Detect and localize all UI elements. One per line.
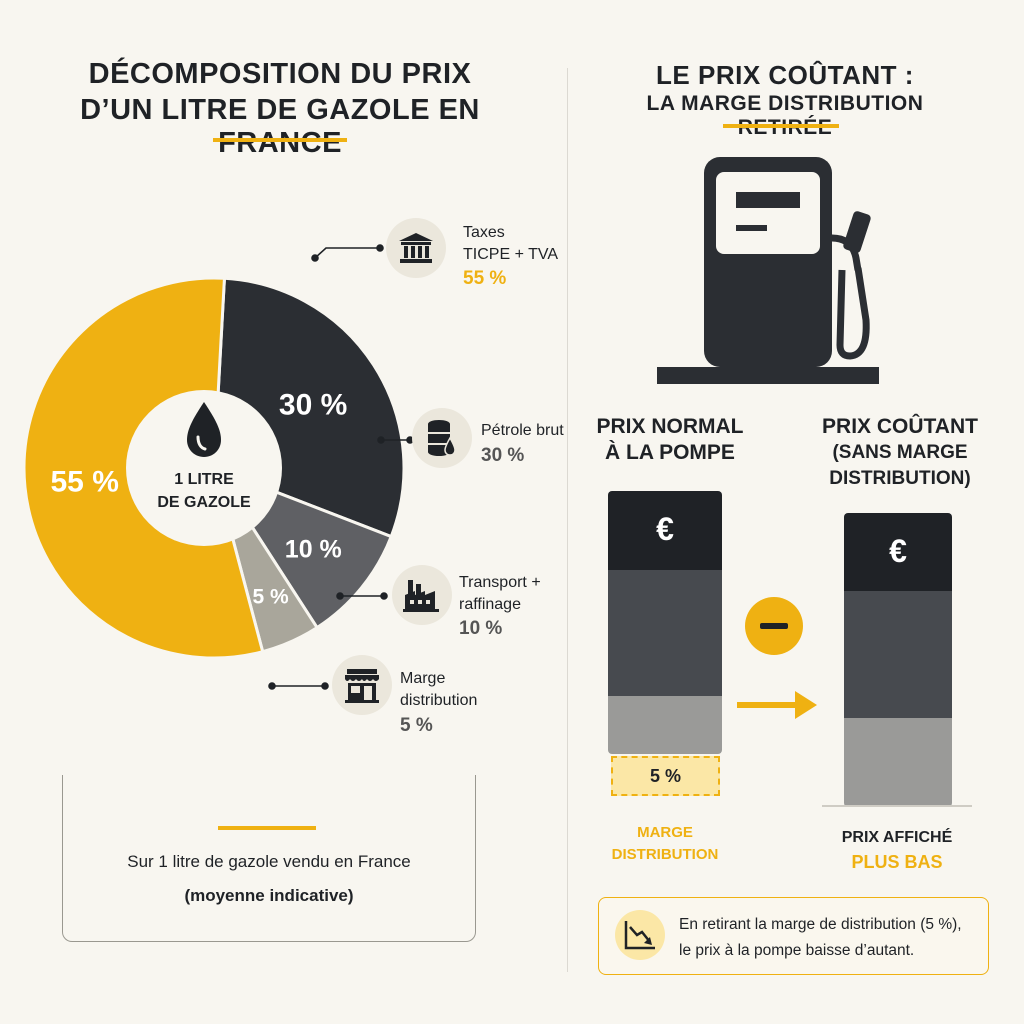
- panel-divider: [567, 68, 568, 972]
- legend-marge: Marge distribution 5 %: [400, 668, 477, 737]
- legend-transport-pct: 10 %: [459, 618, 503, 639]
- marge-caption-line1: MARGE: [637, 824, 693, 841]
- prix-caption-line1: PRIX AFFICHÉ: [841, 829, 953, 846]
- drop-icon: [187, 402, 221, 457]
- bar1-euro-symbol: €: [656, 511, 674, 547]
- marge-caption-line2: DISTRIBUTION: [611, 846, 719, 863]
- legend-marge-line1: Marge: [400, 670, 446, 687]
- legend-transport-line1: Transport +: [459, 574, 541, 591]
- left-title-line2: D’UN LITRE DE GAZOLE EN FRANCE: [80, 94, 480, 159]
- pie-center-label-line1: 1 LITRE: [174, 471, 234, 488]
- pie-label-taxes: 55 %: [51, 466, 119, 499]
- legend-marge-pct: 5 %: [400, 715, 433, 736]
- arrow-right-icon: [737, 691, 817, 719]
- bank-building-icon: [399, 233, 433, 263]
- pie-center-hole: [126, 390, 282, 546]
- legend-transport-line2: raffinage: [459, 596, 521, 613]
- trending-down-icon: [624, 921, 655, 950]
- bar2-seg-petrole: [844, 591, 952, 718]
- bar1-header: PRIX NORMAL À LA POMPE: [585, 414, 755, 466]
- legend-taxes: Taxes TICPE + TVA 55 %: [463, 222, 558, 290]
- info-line1: En retirant la marge de distribution (5 …: [679, 916, 962, 933]
- left-title-line1: DÉCOMPOSITION DU PRIX: [88, 58, 472, 90]
- note-box: Sur 1 litre de gazole vendu en France (m…: [62, 775, 476, 942]
- oil-barrel-icon: [428, 420, 456, 456]
- legend-taxes-pct: 55 %: [463, 268, 507, 289]
- note-accent-line: [218, 826, 316, 830]
- info-icon-circle: [615, 910, 665, 960]
- legend-icon-marge: [332, 655, 392, 715]
- storefront-icon: [345, 669, 379, 703]
- marge-caption: MARGE DISTRIBUTION: [590, 822, 740, 866]
- bar-prix-coutant: €: [844, 513, 952, 807]
- bar2-baseline: [822, 805, 972, 807]
- legend-icon-taxes: [386, 218, 446, 278]
- pie-label-transport: 10 %: [285, 536, 342, 564]
- legend-icon-petrole: [412, 408, 472, 468]
- bar2-header-line1: PRIX COÛTANT: [822, 415, 978, 438]
- bar1-header-line2: À LA POMPE: [605, 441, 735, 464]
- left-title-underline: [213, 138, 347, 142]
- bar-prix-normal: €: [608, 491, 722, 754]
- bar2-header-line2: (SANS MARGE: [832, 442, 968, 463]
- info-text: En retirant la marge de distribution (5 …: [679, 912, 962, 964]
- note-line1: Sur 1 litre de gazole vendu en France: [127, 852, 411, 871]
- bar1-seg-transport: [608, 696, 722, 754]
- bar1-seg-taxes: [608, 491, 722, 570]
- legend-petrole-line1: Pétrole brut: [481, 422, 564, 439]
- pie-label-petrole: 30 %: [279, 389, 347, 422]
- bar1-seg-marge: 5 %: [611, 756, 720, 796]
- legend-taxes-line2: TICPE + TVA: [463, 246, 558, 263]
- legend-taxes-line1: Taxes: [463, 224, 505, 241]
- pie-label-marge: 5 %: [253, 585, 290, 608]
- leader-lines: [268, 244, 414, 690]
- right-title-line1: LE PRIX COÛTANT :: [656, 60, 914, 90]
- bar2-header: PRIX COÛTANT (SANS MARGE DISTRIBUTION): [800, 414, 1000, 492]
- bar1-header-line1: PRIX NORMAL: [596, 415, 744, 438]
- fuel-pump-icon: [657, 157, 879, 384]
- info-line2: le prix à la pompe baisse d’autant.: [679, 942, 915, 959]
- bar2-seg-taxes: [844, 513, 952, 591]
- bar2-seg-transport: [844, 718, 952, 807]
- legend-petrole-pct: 30 %: [481, 445, 525, 466]
- minus-icon: [745, 597, 803, 655]
- right-title-underline: [723, 124, 839, 128]
- prix-caption: PRIX AFFICHÉ PLUS BAS: [812, 826, 982, 874]
- legend-marge-line2: distribution: [400, 692, 478, 709]
- legend-petrole: Pétrole brut 30 %: [481, 420, 564, 467]
- pie-center-label-line2: DE GAZOLE: [157, 494, 251, 511]
- factory-icon: [403, 580, 439, 612]
- legend-icon-transport: [392, 565, 452, 625]
- bar2-header-line3: DISTRIBUTION): [829, 468, 971, 489]
- prix-caption-line2: PLUS BAS: [851, 852, 943, 872]
- bar2-euro-symbol: €: [889, 533, 907, 569]
- leader-taxes: [314, 247, 380, 259]
- note-line2: (moyenne indicative): [184, 886, 354, 905]
- right-title-line2: LA MARGE DISTRIBUTION RETIRÉE: [646, 92, 924, 139]
- legend-transport: Transport + raffinage 10 %: [459, 572, 541, 640]
- info-box: En retirant la marge de distribution (5 …: [598, 897, 989, 975]
- bar1-seg-petrole: [608, 570, 722, 696]
